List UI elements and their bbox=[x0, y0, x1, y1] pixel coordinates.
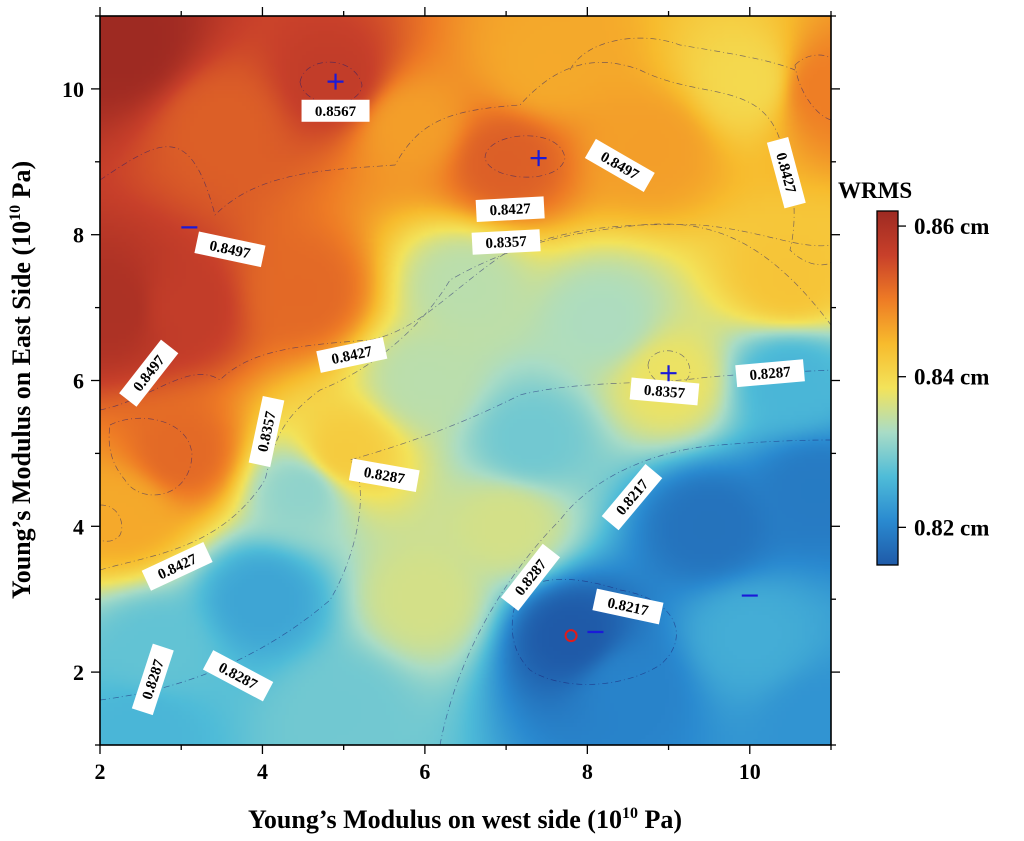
contour-line bbox=[100, 224, 831, 411]
x-tick-label: 2 bbox=[95, 759, 106, 784]
contour-label-box bbox=[735, 359, 805, 388]
contour-label-box bbox=[316, 337, 388, 373]
y-tick-labels: 2 4 6 8 10 bbox=[62, 77, 84, 685]
contour-label-box bbox=[119, 339, 179, 407]
contour-line bbox=[100, 223, 831, 571]
contour-line bbox=[108, 417, 193, 496]
x-tick-label: 4 bbox=[257, 759, 268, 784]
x-axis-label: Young’s Modulus on west side (1010 Pa) bbox=[248, 805, 682, 834]
contour-line bbox=[569, 37, 796, 71]
contour-label-box bbox=[131, 643, 174, 716]
circle-marker bbox=[564, 629, 578, 643]
contour-label: 0.8567 bbox=[301, 99, 370, 122]
colorbar-scale bbox=[876, 210, 899, 566]
axis-ticks bbox=[91, 7, 840, 754]
contour-label-box bbox=[766, 137, 806, 209]
colorbar-tick-label: 0.84 cm bbox=[914, 365, 989, 390]
contour-label: 0.8357 bbox=[629, 377, 700, 406]
y-axis-label: Young’s Modulus on East Side (1010 Pa) bbox=[7, 161, 36, 599]
contour-label-box bbox=[141, 542, 213, 591]
colorbar-tick-label: 0.86 cm bbox=[914, 214, 989, 239]
contour-line bbox=[100, 62, 831, 266]
x-tick-label: 6 bbox=[419, 759, 430, 784]
contour-line bbox=[100, 369, 831, 701]
colorbar-ticks: 0.86 cm 0.84 cm 0.82 cm bbox=[898, 214, 989, 540]
contour-label-box bbox=[500, 543, 561, 611]
contour-line bbox=[299, 61, 363, 104]
plus-marker bbox=[530, 150, 547, 167]
y-tick-label: 2 bbox=[73, 660, 84, 685]
colorbar: WRMS 0.86 cm 0.84 cm 0.82 cm bbox=[838, 178, 989, 566]
contour-line bbox=[794, 54, 831, 121]
contour-label-text: 0.8287 bbox=[362, 465, 406, 488]
plus-marker bbox=[660, 365, 677, 382]
contour-label-text: 0.8567 bbox=[315, 104, 357, 120]
contour-label-text: 0.8357 bbox=[643, 383, 686, 403]
y-tick-label: 8 bbox=[73, 223, 84, 248]
colorbar-title: WRMS bbox=[838, 178, 912, 203]
x-tick-label: 10 bbox=[739, 759, 761, 784]
contour-line bbox=[484, 135, 566, 178]
contour-label-box bbox=[629, 377, 700, 406]
contour-lines bbox=[100, 37, 831, 745]
plus-marker bbox=[327, 73, 344, 90]
contour-label-text: 0.8357 bbox=[485, 234, 528, 252]
y-tick-label: 6 bbox=[73, 369, 84, 394]
y-tick-label: 10 bbox=[62, 77, 84, 102]
contour-label-box bbox=[194, 231, 266, 268]
contour-label-box bbox=[592, 588, 664, 625]
markers bbox=[181, 73, 758, 643]
contour-line bbox=[439, 439, 831, 745]
contour-label-box bbox=[471, 229, 541, 255]
contour-label: 0.8287 bbox=[348, 458, 420, 493]
contour-line bbox=[100, 504, 123, 542]
contour-label-text: 0.8427 bbox=[489, 201, 532, 219]
x-tick-labels: 2 4 6 8 10 bbox=[95, 759, 761, 784]
y-tick-label: 4 bbox=[73, 514, 84, 539]
contour-label-box bbox=[601, 464, 663, 531]
colorbar-tick-label: 0.82 cm bbox=[914, 515, 989, 540]
contour-label-box bbox=[202, 650, 274, 702]
contour-label: 0.8357 bbox=[471, 229, 541, 255]
contour-label-box bbox=[475, 196, 545, 222]
contour-label-box bbox=[348, 458, 420, 493]
x-tick-label: 8 bbox=[582, 759, 593, 784]
contour-label-text: 0.8287 bbox=[749, 364, 792, 384]
contour-label: 0.8287 bbox=[735, 359, 805, 388]
contour-label-box bbox=[301, 99, 370, 122]
contour-label-box bbox=[248, 395, 285, 468]
contour-label: 0.8427 bbox=[475, 196, 545, 222]
contour-line bbox=[511, 579, 677, 685]
contour-label-box bbox=[584, 138, 655, 192]
heatmap-field bbox=[100, 16, 831, 745]
